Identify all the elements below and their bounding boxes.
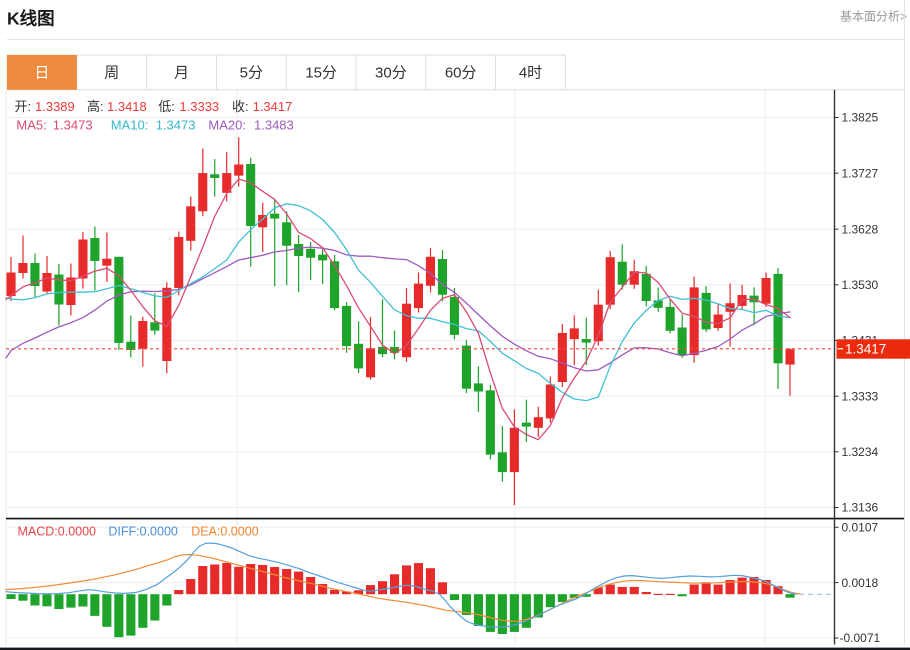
svg-text:60分: 60分 [445, 65, 477, 82]
svg-text:1.3136: 1.3136 [842, 501, 879, 515]
svg-text:基本面分析>: 基本面分析> [840, 10, 907, 24]
svg-text:30分: 30分 [375, 65, 407, 82]
svg-text:高:: 高: [87, 99, 104, 114]
svg-text:DEA:0.0000: DEA:0.0000 [191, 525, 258, 539]
svg-text:0.0107: 0.0107 [842, 521, 879, 535]
svg-text:1.3417: 1.3417 [845, 342, 886, 357]
svg-text:1.3333: 1.3333 [179, 99, 219, 114]
svg-text:月: 月 [174, 65, 189, 82]
svg-text:1.3234: 1.3234 [842, 445, 879, 459]
svg-text:0.0018: 0.0018 [842, 576, 879, 590]
svg-text:1.3333: 1.3333 [842, 389, 879, 403]
svg-text:MA20:: MA20: [208, 118, 246, 133]
svg-text:15分: 15分 [305, 65, 337, 82]
svg-text:日: 日 [34, 65, 49, 82]
svg-text:MACD:0.0000: MACD:0.0000 [18, 525, 97, 539]
svg-text:1.3473: 1.3473 [156, 118, 196, 133]
svg-text:1.3473: 1.3473 [53, 118, 93, 133]
svg-text:-0.0071: -0.0071 [840, 631, 881, 645]
svg-text:1.3530: 1.3530 [842, 278, 879, 292]
svg-text:1.3418: 1.3418 [107, 99, 147, 114]
svg-text:1.3389: 1.3389 [35, 99, 75, 114]
svg-text:1.3628: 1.3628 [842, 222, 879, 236]
svg-text:5分: 5分 [240, 65, 263, 82]
svg-text:MA10:: MA10: [111, 118, 149, 133]
svg-text:开:: 开: [15, 99, 32, 114]
svg-text:周: 周 [104, 65, 119, 82]
svg-text:1.3825: 1.3825 [842, 111, 879, 125]
svg-text:4时: 4时 [519, 65, 542, 82]
svg-text:DIFF:0.0000: DIFF:0.0000 [108, 525, 178, 539]
svg-text:1.3417: 1.3417 [253, 99, 293, 114]
svg-text:低:: 低: [158, 99, 175, 114]
svg-text:收:: 收: [232, 99, 249, 114]
svg-text:1.3483: 1.3483 [254, 118, 294, 133]
svg-text:1.3727: 1.3727 [842, 166, 879, 180]
svg-text:MA5:: MA5: [16, 118, 46, 133]
svg-text:K线图: K线图 [7, 9, 55, 29]
